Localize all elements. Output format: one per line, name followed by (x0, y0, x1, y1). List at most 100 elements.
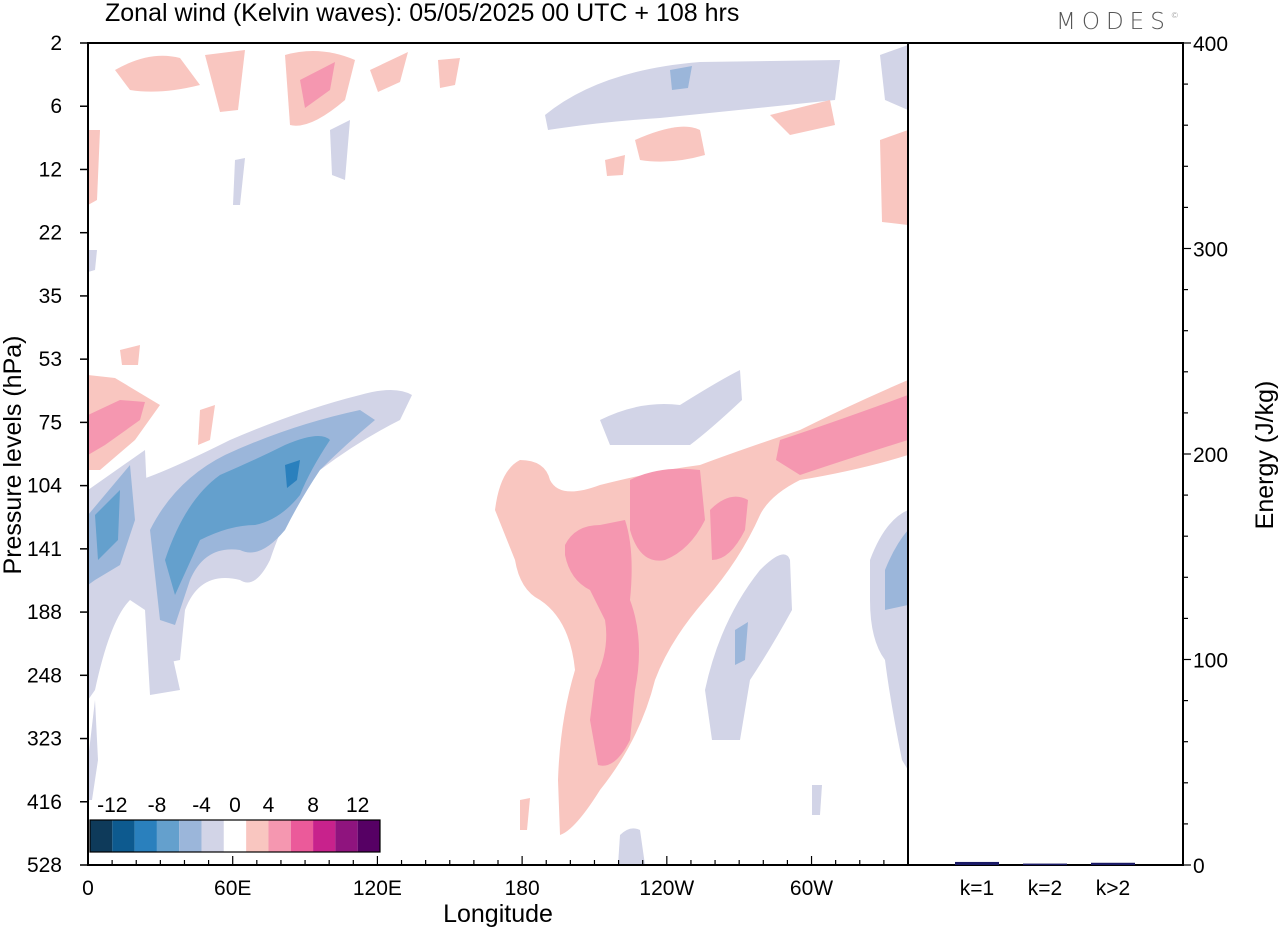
contour-negative-top (233, 158, 245, 205)
contour-negative-band (285, 460, 300, 488)
contour-positive-top (300, 62, 335, 108)
pressure-tick-label: 35 (39, 285, 62, 308)
contour-negative-lower (705, 554, 792, 740)
pressure-tick-label: 53 (39, 348, 62, 371)
energy-bars: k=1 k=2 k>2 (955, 861, 1135, 900)
contour-field (88, 45, 908, 865)
logo-mark: © (1170, 11, 1179, 20)
pressure-tick-label: 75 (39, 411, 62, 434)
contour-negative-top (330, 120, 350, 180)
colorbar-swatch (223, 820, 247, 852)
pressure-tick-label: 141 (27, 538, 62, 561)
colorbar-swatch (313, 820, 336, 852)
longitude-tick-label: 120W (639, 877, 694, 900)
contour-positive-top-right (880, 130, 908, 225)
contour-positive-plume (630, 468, 705, 561)
pressure-tick-label: 248 (27, 664, 62, 687)
colorbar-frame (89, 819, 381, 853)
contour-negative-lower (735, 622, 748, 665)
contour-positive-top (115, 55, 200, 92)
energy-bar (1023, 863, 1067, 866)
contour-negative-lower (88, 250, 97, 272)
pressure-tick-label: 104 (27, 475, 62, 498)
contour-positive-top (370, 52, 408, 92)
colorbar-label: -8 (148, 794, 167, 817)
pressure-tick-label: 12 (39, 158, 62, 181)
contour-positive-top (438, 58, 460, 88)
chart-title: Zonal wind (Kelvin waves): 05/05/2025 00… (105, 0, 740, 27)
colorbar-label: 0 (229, 794, 241, 817)
contour-negative-top (880, 45, 908, 110)
colorbar-swatch (156, 820, 180, 852)
energy-tick-label: 300 (1193, 239, 1228, 262)
pressure-tick-label: 2 (50, 32, 62, 55)
contour-positive-top-right (770, 100, 835, 135)
longitude-tick-label: 60W (790, 877, 833, 900)
contour-negative-lower (618, 828, 645, 865)
pressure-tick-label: 22 (39, 222, 62, 245)
longitude-tick-label: 60E (214, 877, 251, 900)
x-axis-title: Longitude (443, 900, 553, 928)
energy-category-label: k=1 (960, 877, 994, 900)
pressure-axis: 2 6 12 22 35 53 75 104 141 188 248 323 416 528 (27, 32, 88, 877)
colorbar-swatch (290, 820, 314, 852)
contour-positive-left (198, 405, 215, 445)
pressure-tick-label: 6 (50, 95, 62, 118)
energy-axis: 0 100 200 300 400 (1183, 33, 1228, 878)
colorbar-label: 4 (263, 794, 275, 817)
longitude-tick-label: 120E (353, 877, 402, 900)
contour-negative-top (670, 66, 692, 90)
energy-axis-title: Energy (J/kg) (1251, 381, 1279, 530)
energy-tick-label: 100 (1193, 650, 1228, 673)
colorbar-swatch (90, 820, 113, 852)
energy-tick-label: 0 (1193, 855, 1205, 878)
energy-bar (955, 861, 999, 865)
colorbar-label: -12 (97, 794, 127, 817)
contour-positive-top-right (635, 126, 705, 162)
longitude-tick-label: 0 (82, 877, 94, 900)
colorbar-label: 8 (307, 794, 319, 817)
colorbar-swatch (179, 820, 202, 852)
energy-plot-frame (907, 42, 1184, 866)
contour-negative-mid (600, 370, 742, 445)
contour-positive-top-right (605, 155, 625, 176)
contour-negative-lower (812, 785, 822, 815)
contour-positive-left (120, 345, 140, 365)
contour-positive-top (88, 130, 100, 205)
longitude-tick-label: 180 (505, 877, 540, 900)
contour-positive-plume (520, 798, 530, 830)
y-axis-title: Pressure levels (hPa) (0, 336, 27, 575)
colorbar-swatch (335, 820, 358, 852)
contour-positive-plume (776, 395, 908, 475)
contour-positive-plume (710, 496, 748, 560)
colorbar: -12 -8 -4 0 4 8 12 (89, 794, 381, 853)
pressure-tick-label: 323 (27, 728, 62, 751)
pressure-tick-label: 188 (27, 601, 62, 624)
longitude-axis: 0 60E 120E 180 120W 60W (82, 856, 909, 900)
colorbar-swatch (201, 820, 224, 852)
colorbar-swatch (134, 820, 157, 852)
contour-negative-top (545, 60, 840, 130)
contour-positive-top (205, 50, 245, 112)
colorbar-swatch (246, 820, 269, 852)
energy-category-label: k=2 (1028, 877, 1062, 900)
colorbar-label: -4 (192, 794, 211, 817)
energy-bar (1091, 862, 1135, 865)
contour-negative-lower (885, 530, 908, 610)
colorbar-label: 12 (346, 794, 369, 817)
logo-text: MODES (1056, 9, 1171, 35)
contour-positive-plume (565, 520, 639, 766)
energy-category-label: k>2 (1096, 877, 1130, 900)
energy-tick-label: 200 (1193, 444, 1228, 467)
colorbar-swatch (357, 820, 380, 852)
energy-tick-label: 400 (1193, 33, 1228, 56)
contour-negative-lower (88, 700, 98, 800)
pressure-tick-label: 416 (27, 791, 62, 814)
colorbar-swatch (112, 820, 135, 852)
contour-positive-left (88, 400, 145, 455)
colorbar-swatch (268, 820, 291, 852)
contour-negative-band (95, 490, 120, 560)
pressure-tick-label: 528 (27, 854, 62, 877)
modes-logo: MODES© (1056, 9, 1179, 35)
